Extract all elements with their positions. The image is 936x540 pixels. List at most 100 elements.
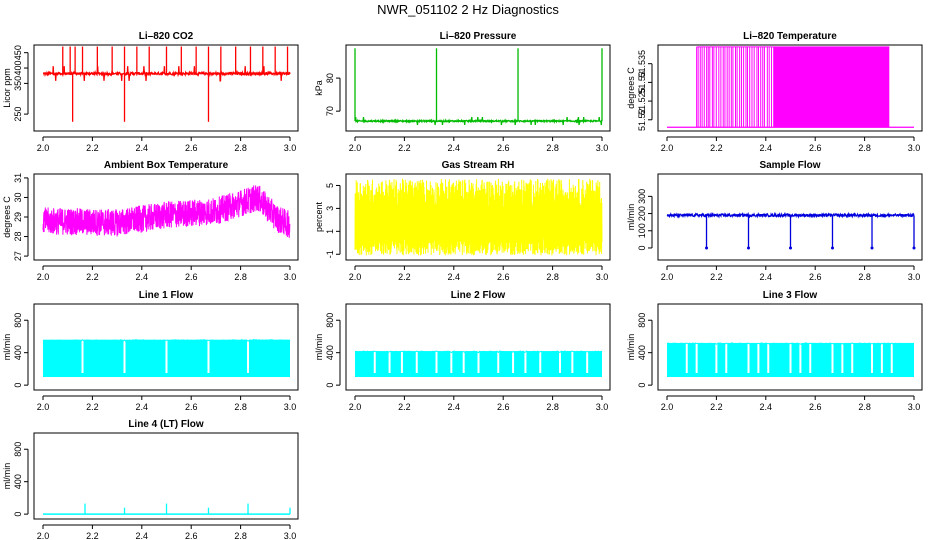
y-tick-label: 70 — [325, 106, 335, 116]
flow-gap — [415, 350, 418, 374]
x-tick-label: 2.8 — [546, 402, 559, 412]
x-tick-label: 2.4 — [760, 143, 773, 153]
y-tick-label: 0 — [13, 512, 23, 517]
flow-gap — [497, 350, 500, 374]
y-tick-label: 51.52 — [637, 109, 647, 132]
x-tick-label: 2.2 — [86, 531, 99, 540]
y-tick-label: 800 — [13, 442, 23, 457]
x-tick-label: 2.8 — [546, 272, 559, 282]
chart-panel-9: Line 3 Flow ml/min 2.0 2.2 2.4 2.6 2.8 3.0 0 400 8… — [626, 290, 923, 412]
x-tick-label: 2.2 — [398, 143, 411, 153]
data-series — [42, 185, 291, 238]
spike-point — [870, 246, 874, 250]
x-tick-label: 3.0 — [596, 402, 609, 412]
y-tick-label: 3 — [325, 206, 335, 211]
y-tick-label: 400 — [325, 345, 335, 360]
chart-panel-10: Line 4 (LT) Flow ml/min 2.0 2.2 2.4 2.6 2.8 3.0… — [2, 419, 299, 540]
x-tick-label: 2.8 — [234, 143, 247, 153]
chart-panel-7: Line 1 Flow ml/min 2.0 2.2 2.4 2.6 2.8 3.0 0 400 8… — [2, 290, 299, 412]
y-axis-label: ml/min — [314, 334, 324, 361]
series-line — [354, 117, 603, 126]
y-tick-label: 450 — [13, 45, 23, 60]
plot-frame — [345, 173, 611, 261]
x-tick-label: 2.4 — [760, 402, 773, 412]
flow-gap — [757, 341, 760, 374]
plot-frame — [33, 303, 299, 391]
data-series — [666, 341, 915, 378]
flow-gap — [477, 350, 480, 374]
y-axis-label: degrees C — [2, 196, 12, 238]
flow-gap — [685, 341, 688, 374]
x-tick-label: 2.6 — [497, 272, 510, 282]
x-tick-label: 2.0 — [349, 272, 362, 282]
series-line — [354, 178, 603, 256]
chart-title: Line 3 Flow — [763, 290, 818, 301]
y-tick-label: 1 — [325, 229, 335, 234]
y-tick-label: 0 — [13, 383, 23, 388]
x-tick-label: 3.0 — [908, 272, 921, 282]
chart-panel-2: Li–820 Pressure kPa 2.0 2.2 2.4 2.6 2.8 3.0 70 80 — [314, 31, 611, 153]
flow-gap — [799, 341, 802, 374]
x-tick-label: 2.8 — [858, 272, 871, 282]
y-tick-label: 51.525 — [637, 87, 647, 115]
y-tick-label: 800 — [13, 313, 23, 328]
chart-title: Gas Stream RH — [442, 160, 515, 171]
plot-frame — [33, 44, 299, 132]
chart-title: Li–820 Pressure — [440, 31, 517, 42]
x-tick-label: 3.0 — [908, 143, 921, 153]
flow-gap — [165, 338, 168, 374]
flow-gap — [400, 350, 403, 374]
chart-panel-1: Li–820 CO2 Licor ppm 2.0 2.2 2.4 2.6 2.8 3.0 250… — [2, 31, 299, 153]
x-tick-label: 2.6 — [809, 143, 822, 153]
x-tick-label: 2.2 — [710, 272, 723, 282]
chart-panel-4: Ambient Box Temperature degrees C 2.0 2.2 2.… — [2, 160, 299, 282]
y-tick-label: 51.535 — [637, 50, 647, 78]
x-tick-label: 2.0 — [37, 402, 50, 412]
flow-gap — [450, 350, 453, 374]
flow-gap — [871, 341, 874, 374]
flow-gap — [81, 338, 84, 374]
chart-panel-8: Line 2 Flow ml/min 2.0 2.2 2.4 2.6 2.8 3.0 0 400 8… — [314, 290, 611, 412]
y-tick-label: 5 — [325, 183, 335, 188]
data-series — [42, 338, 291, 378]
chart-title: Line 2 Flow — [451, 290, 506, 301]
x-tick-label: 3.0 — [284, 143, 297, 153]
y-tick-label: 51.53 — [637, 71, 647, 94]
chart-title: Li–820 CO2 — [139, 31, 194, 42]
flow-gap — [512, 350, 515, 374]
x-tick-label: 2.8 — [234, 531, 247, 540]
series-top — [42, 339, 291, 342]
y-axis-label: percent — [314, 201, 324, 232]
x-tick-label: 3.0 — [284, 272, 297, 282]
x-tick-label: 2.8 — [858, 402, 871, 412]
flow-gap — [880, 341, 883, 374]
x-tick-label: 2.2 — [86, 272, 99, 282]
spike-point — [830, 246, 834, 250]
flow-gap — [831, 341, 834, 374]
x-tick-label: 2.8 — [546, 143, 559, 153]
x-tick-label: 2.0 — [661, 402, 674, 412]
y-tick-label: 28 — [13, 232, 23, 242]
x-tick-label: 2.0 — [37, 531, 50, 540]
x-tick-label: 2.8 — [234, 272, 247, 282]
x-tick-label: 2.0 — [661, 143, 674, 153]
x-tick-label: 2.6 — [497, 143, 510, 153]
x-tick-label: 2.4 — [760, 272, 773, 282]
plot-frame — [345, 44, 611, 132]
x-tick-label: 2.4 — [136, 402, 149, 412]
y-tick-label: 400 — [637, 345, 647, 360]
y-tick-label: 31 — [13, 173, 23, 183]
x-tick-label: 2.8 — [234, 402, 247, 412]
flow-gap — [725, 341, 728, 374]
y-tick-label: 80 — [325, 73, 335, 83]
flow-gap — [462, 350, 465, 374]
x-tick-label: 2.4 — [136, 272, 149, 282]
x-tick-label: 3.0 — [284, 402, 297, 412]
chart-panel-6: Sample Flow ml/min 2.0 2.2 2.4 2.6 2.8 3.0 0 100 2… — [626, 160, 923, 282]
flow-gap — [851, 341, 854, 374]
data-series — [667, 46, 914, 128]
flow-gap — [373, 350, 376, 374]
y-tick-label: 29 — [13, 212, 23, 222]
y-tick-label: 200 — [637, 206, 647, 221]
y-tick-label: 800 — [325, 313, 335, 328]
